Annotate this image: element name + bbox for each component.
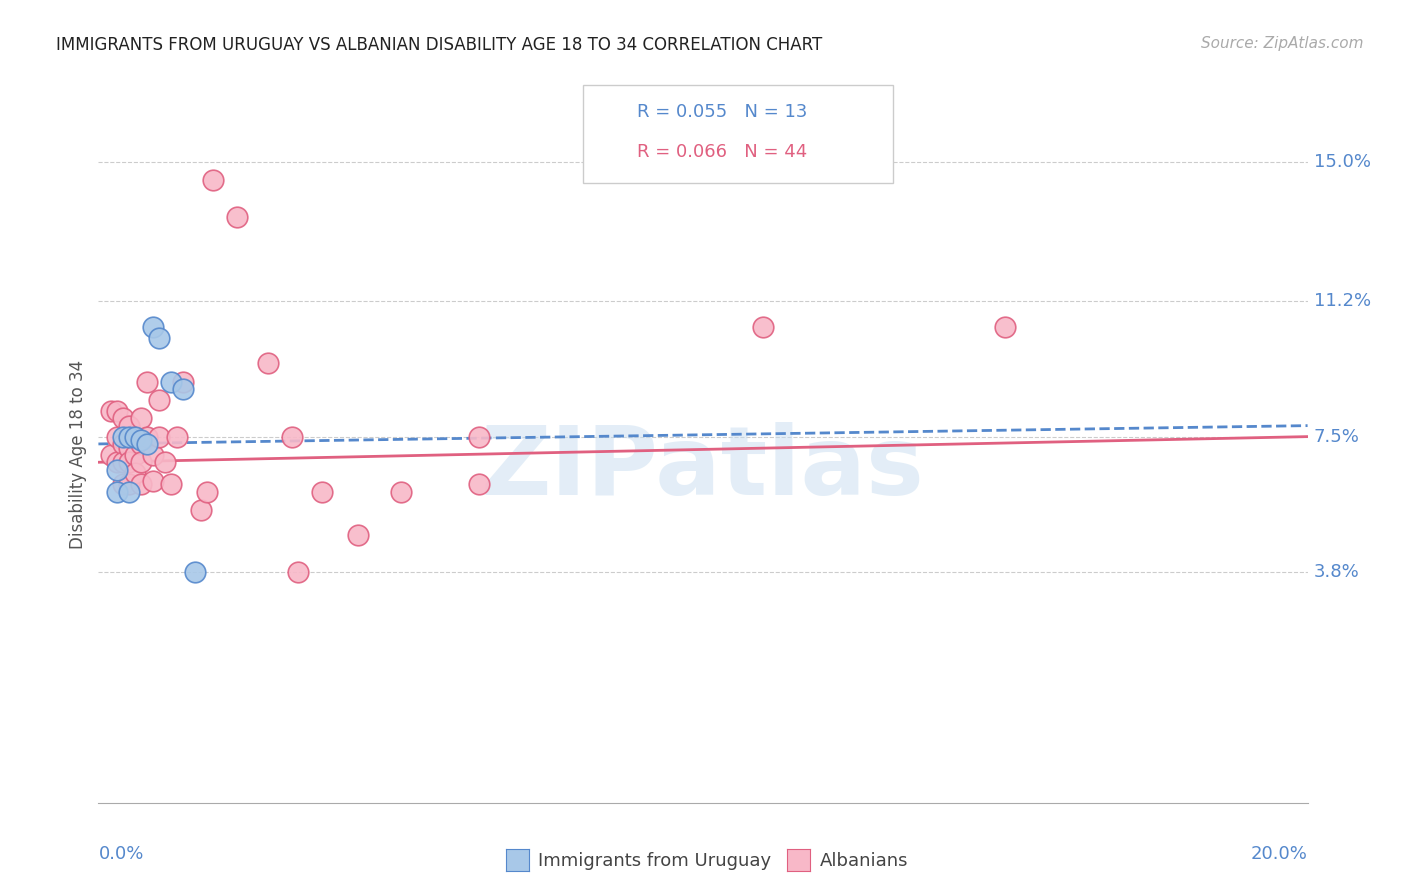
Point (160, 375, 183, 389)
Point (105, 404, 128, 418)
Point (287, 565, 309, 579)
Point (118, 429, 141, 443)
Point (190, 503, 212, 517)
Point (129, 434, 152, 448)
Point (111, 477, 134, 491)
Text: ZIPatlas: ZIPatlas (481, 422, 925, 516)
Text: R = 0.066   N = 44: R = 0.066 N = 44 (637, 143, 807, 161)
Point (124, 429, 146, 443)
Point (100, 404, 122, 418)
Point (105, 429, 128, 443)
Text: 20.0%: 20.0% (1251, 845, 1308, 863)
Point (256, 356, 278, 370)
Point (118, 484, 141, 499)
Text: Source: ZipAtlas.com: Source: ZipAtlas.com (1201, 36, 1364, 51)
Point (124, 429, 146, 443)
Point (100, 448, 122, 462)
Text: Immigrants from Uruguay: Immigrants from Uruguay (538, 852, 772, 870)
Point (195, 484, 218, 499)
Point (111, 455, 134, 469)
Point (129, 477, 152, 491)
Point (172, 375, 194, 389)
Point (148, 392, 170, 407)
Point (153, 455, 176, 469)
Point (994, 319, 1017, 334)
Point (118, 455, 141, 469)
Point (135, 375, 157, 389)
Point (184, 565, 207, 579)
Text: 7.5%: 7.5% (1313, 427, 1360, 446)
Point (129, 437, 152, 451)
Text: 15.0%: 15.0% (1313, 153, 1371, 171)
Text: 11.2%: 11.2% (1313, 292, 1371, 310)
Point (202, 173, 225, 187)
Text: 0.0%: 0.0% (98, 845, 143, 863)
Point (226, 210, 249, 224)
Y-axis label: Disability Age 18 to 34: Disability Age 18 to 34 (69, 360, 87, 549)
Point (468, 429, 491, 443)
Point (111, 429, 134, 443)
Point (111, 437, 134, 451)
Point (129, 455, 152, 469)
Text: 3.8%: 3.8% (1313, 563, 1360, 581)
Point (311, 484, 333, 499)
Point (160, 477, 183, 491)
Text: R = 0.055   N = 13: R = 0.055 N = 13 (637, 103, 807, 121)
Point (135, 429, 157, 443)
Point (752, 319, 775, 334)
Point (118, 418, 141, 433)
Point (142, 448, 165, 462)
Point (105, 455, 128, 469)
Point (172, 382, 194, 396)
Point (347, 528, 370, 542)
Point (105, 462, 128, 476)
Point (281, 429, 304, 443)
Point (135, 437, 157, 451)
Point (105, 484, 128, 499)
Point (118, 477, 141, 491)
Point (111, 411, 134, 425)
Point (124, 448, 146, 462)
Point (389, 484, 412, 499)
Point (124, 467, 146, 481)
Point (118, 441, 141, 455)
Point (129, 411, 152, 425)
Point (468, 477, 491, 491)
Point (166, 429, 188, 443)
Point (148, 331, 170, 345)
Text: Albanians: Albanians (820, 852, 908, 870)
Point (142, 319, 165, 334)
Point (148, 429, 170, 443)
Text: IMMIGRANTS FROM URUGUAY VS ALBANIAN DISABILITY AGE 18 TO 34 CORRELATION CHART: IMMIGRANTS FROM URUGUAY VS ALBANIAN DISA… (56, 36, 823, 54)
Point (142, 474, 165, 488)
